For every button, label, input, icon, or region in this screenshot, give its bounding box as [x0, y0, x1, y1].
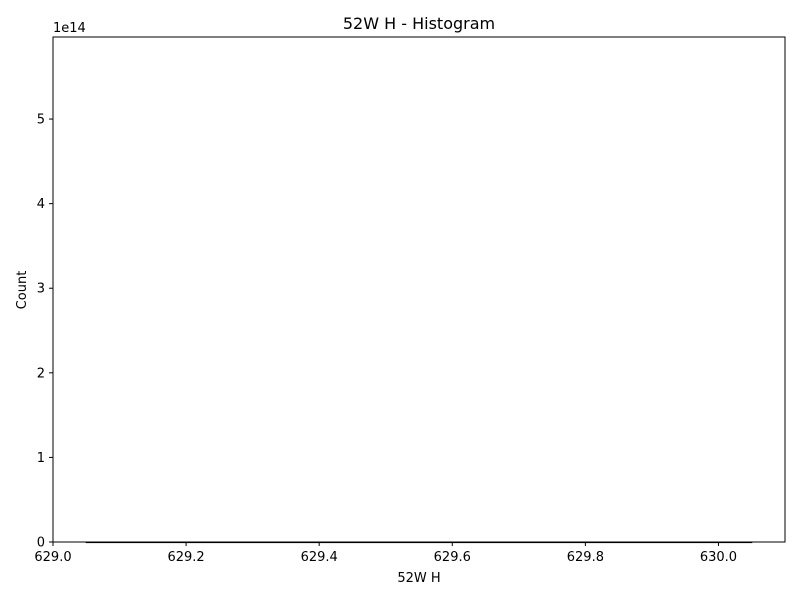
chart-title: 52W H - Histogram	[343, 14, 495, 33]
y-axis-label: Count	[15, 271, 30, 310]
x-axis-label: 52W H	[397, 571, 440, 586]
y-offset-text: 1e14	[53, 21, 86, 36]
x-tick-label: 629.2	[167, 550, 204, 565]
x-tick-label: 629.6	[434, 550, 471, 565]
x-axis-ticks: 629.0 629.2 629.4 629.6 629.8 630.0	[34, 542, 737, 565]
y-tick-label: 2	[37, 366, 45, 381]
y-tick-label: 1	[37, 451, 45, 466]
x-tick-label: 629.4	[301, 550, 338, 565]
x-tick-label: 629.8	[567, 550, 604, 565]
y-axis-ticks: 0 1 2 3 4 5	[37, 113, 53, 551]
x-tick-label: 629.0	[34, 550, 71, 565]
y-tick-label: 0	[37, 536, 45, 551]
x-tick-label: 630.0	[700, 550, 737, 565]
axes-frame	[52, 36, 786, 543]
y-tick-label: 3	[37, 282, 45, 297]
y-tick-label: 4	[37, 197, 45, 212]
plot-area	[53, 37, 785, 542]
y-tick-label: 5	[37, 113, 45, 128]
